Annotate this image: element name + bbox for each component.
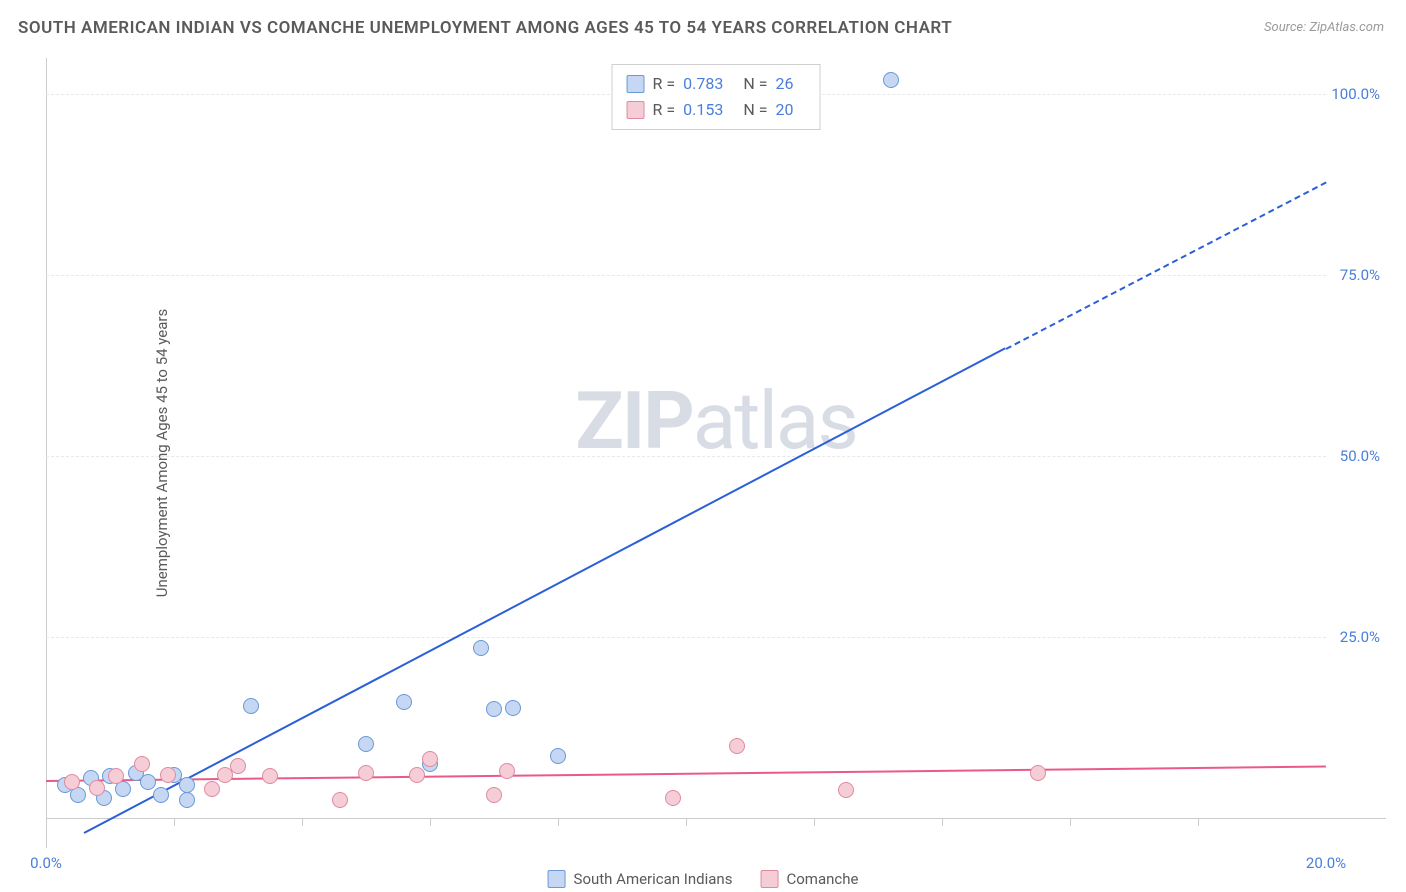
data-point	[396, 694, 412, 710]
gridline	[46, 275, 1326, 276]
data-point	[262, 768, 278, 784]
x-tick-minor	[558, 818, 559, 826]
data-point	[665, 790, 681, 806]
source-label: Source:	[1264, 20, 1306, 35]
trend-line	[1006, 181, 1327, 349]
plot-region: 25.0%50.0%75.0%100.0%0.0%20.0%	[46, 58, 1386, 848]
data-point	[179, 792, 195, 808]
swatch-blue-icon	[548, 870, 566, 888]
data-point	[332, 792, 348, 808]
legend: South American Indians Comanche	[548, 870, 859, 888]
stats-row-series-1: R = 0.783 N = 26	[627, 71, 806, 97]
data-point	[505, 700, 521, 716]
legend-label-1: South American Indians	[574, 870, 733, 888]
data-point	[153, 787, 169, 803]
data-point	[140, 774, 156, 790]
x-tick-minor	[430, 818, 431, 826]
data-point	[89, 780, 105, 796]
stat-r-label: R =	[653, 97, 676, 123]
x-tick-minor	[174, 818, 175, 826]
data-point	[499, 763, 515, 779]
stat-r-value-2: 0.153	[683, 97, 723, 123]
chart-title: SOUTH AMERICAN INDIAN VS COMANCHE UNEMPL…	[18, 18, 952, 38]
legend-item-2: Comanche	[760, 870, 858, 888]
x-tick-minor	[814, 818, 815, 826]
data-point	[134, 756, 150, 772]
gridline	[46, 637, 1326, 638]
data-point	[230, 758, 246, 774]
data-point	[550, 748, 566, 764]
gridline	[46, 456, 1326, 457]
x-tick-minor	[1198, 818, 1199, 826]
swatch-pink-icon	[760, 870, 778, 888]
y-tick-label: 100.0%	[1331, 85, 1380, 103]
legend-item-1: South American Indians	[548, 870, 733, 888]
data-point	[358, 765, 374, 781]
source-attribution: Source: ZipAtlas.com	[1264, 20, 1384, 35]
y-tick-label: 50.0%	[1340, 447, 1380, 465]
data-point	[473, 640, 489, 656]
data-point	[160, 767, 176, 783]
stat-n-label: N =	[743, 71, 767, 97]
data-point	[243, 698, 259, 714]
stat-r-label: R =	[653, 71, 676, 97]
data-point	[883, 72, 899, 88]
data-point	[1030, 765, 1046, 781]
x-tick-minor	[942, 818, 943, 826]
swatch-blue-icon	[627, 75, 645, 93]
data-point	[729, 738, 745, 754]
x-tick-label: 0.0%	[30, 854, 62, 872]
stat-n-label: N =	[743, 97, 767, 123]
data-point	[358, 736, 374, 752]
x-tick-minor	[302, 818, 303, 826]
swatch-pink-icon	[627, 101, 645, 119]
x-tick-minor	[686, 818, 687, 826]
stats-row-series-2: R = 0.153 N = 20	[627, 97, 806, 123]
data-point	[486, 787, 502, 803]
stat-r-value-1: 0.783	[683, 71, 723, 97]
y-tick-label: 25.0%	[1340, 628, 1380, 646]
chart-area: Unemployment Among Ages 45 to 54 years Z…	[46, 58, 1386, 848]
stat-n-value-1: 26	[775, 71, 793, 97]
y-tick-label: 75.0%	[1340, 266, 1380, 284]
data-point	[838, 782, 854, 798]
data-point	[486, 701, 502, 717]
correlation-stats-box: R = 0.783 N = 26 R = 0.153 N = 20	[612, 64, 821, 130]
x-tick-minor	[1070, 818, 1071, 826]
legend-label-2: Comanche	[786, 870, 858, 888]
data-point	[64, 774, 80, 790]
data-point	[179, 777, 195, 793]
data-point	[422, 751, 438, 767]
x-axis-line	[46, 818, 1386, 819]
source-value: ZipAtlas.com	[1309, 20, 1384, 35]
y-axis-line	[46, 58, 47, 848]
data-point	[108, 768, 124, 784]
data-point	[409, 767, 425, 783]
x-tick-label: 20.0%	[1306, 854, 1346, 872]
stat-n-value-2: 20	[775, 97, 793, 123]
data-point	[204, 781, 220, 797]
trend-line	[84, 348, 1007, 835]
